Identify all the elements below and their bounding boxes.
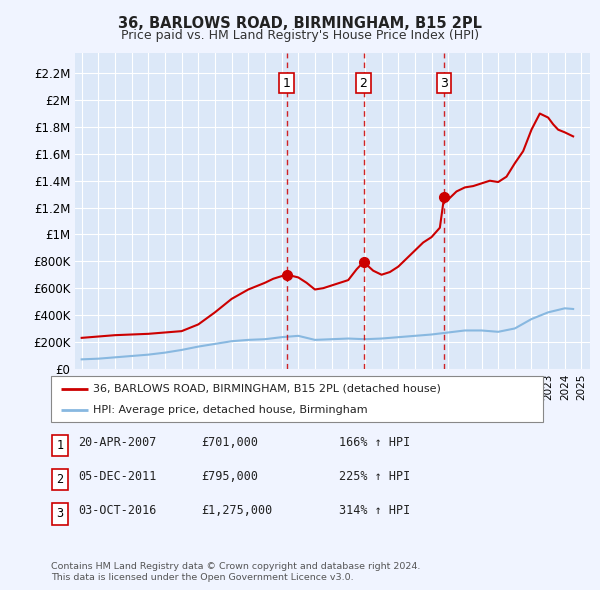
Text: 03-OCT-2016: 03-OCT-2016 xyxy=(78,504,157,517)
Text: £1,275,000: £1,275,000 xyxy=(201,504,272,517)
Text: 1: 1 xyxy=(56,439,64,452)
Text: 20-APR-2007: 20-APR-2007 xyxy=(78,436,157,449)
Text: 05-DEC-2011: 05-DEC-2011 xyxy=(78,470,157,483)
Text: Price paid vs. HM Land Registry's House Price Index (HPI): Price paid vs. HM Land Registry's House … xyxy=(121,30,479,42)
Text: HPI: Average price, detached house, Birmingham: HPI: Average price, detached house, Birm… xyxy=(93,405,367,415)
Text: 314% ↑ HPI: 314% ↑ HPI xyxy=(339,504,410,517)
Text: £795,000: £795,000 xyxy=(201,470,258,483)
FancyBboxPatch shape xyxy=(52,503,68,525)
Text: 36, BARLOWS ROAD, BIRMINGHAM, B15 2PL (detached house): 36, BARLOWS ROAD, BIRMINGHAM, B15 2PL (d… xyxy=(93,384,440,394)
Text: 3: 3 xyxy=(56,507,64,520)
FancyBboxPatch shape xyxy=(51,376,543,422)
Text: 36, BARLOWS ROAD, BIRMINGHAM, B15 2PL: 36, BARLOWS ROAD, BIRMINGHAM, B15 2PL xyxy=(118,16,482,31)
Text: Contains HM Land Registry data © Crown copyright and database right 2024.
This d: Contains HM Land Registry data © Crown c… xyxy=(51,562,421,582)
Text: 166% ↑ HPI: 166% ↑ HPI xyxy=(339,436,410,449)
Text: 2: 2 xyxy=(359,77,367,90)
FancyBboxPatch shape xyxy=(52,435,68,456)
FancyBboxPatch shape xyxy=(52,469,68,490)
Text: 1: 1 xyxy=(283,77,290,90)
Text: £701,000: £701,000 xyxy=(201,436,258,449)
Text: 3: 3 xyxy=(440,77,448,90)
Text: 2: 2 xyxy=(56,473,64,486)
Text: 225% ↑ HPI: 225% ↑ HPI xyxy=(339,470,410,483)
